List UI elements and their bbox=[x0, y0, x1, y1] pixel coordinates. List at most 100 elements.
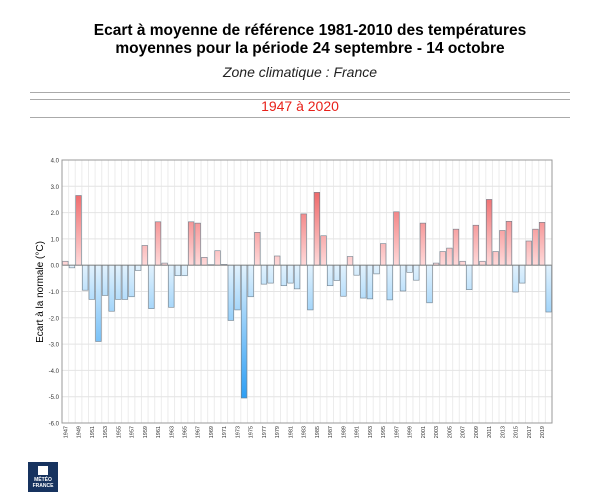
bar-1989 bbox=[340, 264, 347, 297]
x-tick-label: 1981 bbox=[288, 426, 294, 438]
x-tick-label: 1969 bbox=[209, 426, 215, 438]
bar-1977 bbox=[260, 264, 268, 285]
bar-1978 bbox=[267, 264, 274, 284]
bar-1997 bbox=[393, 211, 400, 266]
bar-2014 bbox=[505, 220, 513, 266]
bar-2017 bbox=[525, 240, 532, 266]
bar-2006 bbox=[452, 228, 460, 266]
bar-1953 bbox=[101, 264, 109, 296]
bar-1964 bbox=[174, 264, 181, 277]
bar-1952 bbox=[95, 264, 102, 342]
bar-1957 bbox=[128, 264, 135, 298]
x-tick-label: 1955 bbox=[116, 426, 122, 438]
bar-2019 bbox=[538, 222, 546, 266]
x-tick-label: 2001 bbox=[421, 426, 427, 438]
bar-1987 bbox=[327, 264, 334, 287]
bar-1955 bbox=[115, 264, 122, 300]
bar-1975 bbox=[247, 264, 254, 298]
x-tick-label: 1977 bbox=[262, 426, 268, 438]
y-tick-label: 0.0 bbox=[51, 264, 60, 270]
x-tick-label: 2015 bbox=[514, 426, 520, 438]
bar-1968 bbox=[201, 257, 208, 266]
x-tick-label: 1983 bbox=[302, 426, 308, 438]
x-tick-label: 1989 bbox=[341, 426, 347, 438]
bar-1951 bbox=[88, 264, 95, 300]
bar-1979 bbox=[274, 255, 281, 266]
period-label: 1947 à 2020 bbox=[261, 98, 339, 114]
x-tick-label: 1949 bbox=[77, 426, 83, 438]
x-tick-label: 2005 bbox=[447, 426, 453, 438]
bar-1959 bbox=[141, 245, 148, 266]
bar-1995 bbox=[380, 243, 387, 266]
x-tick-label: 1987 bbox=[328, 426, 334, 438]
x-tick-label: 1951 bbox=[90, 426, 96, 438]
x-tick-label: 2011 bbox=[487, 426, 493, 438]
bar-1984 bbox=[307, 264, 314, 311]
x-tick-label: 1947 bbox=[63, 426, 69, 438]
plot-frame bbox=[61, 159, 553, 424]
y-tick-label: -3.0 bbox=[49, 343, 60, 349]
bar-2012 bbox=[492, 251, 499, 266]
bar-2004 bbox=[439, 251, 446, 266]
bar-1966 bbox=[188, 221, 195, 266]
bar-1994 bbox=[373, 264, 380, 275]
x-tick-label: 1975 bbox=[249, 426, 255, 438]
bar-1993 bbox=[366, 264, 374, 300]
bar-1973 bbox=[234, 264, 241, 311]
bar-1980 bbox=[280, 264, 287, 287]
divider bbox=[30, 99, 570, 100]
bar-2015 bbox=[512, 264, 519, 293]
bar-1990 bbox=[346, 256, 354, 266]
x-tick-label: 1967 bbox=[196, 426, 202, 438]
bar-2016 bbox=[519, 264, 526, 284]
bar-2008 bbox=[466, 264, 473, 290]
bar-1983 bbox=[300, 213, 307, 266]
bar-2002 bbox=[426, 264, 433, 304]
x-tick-label: 1985 bbox=[315, 426, 321, 438]
bar-1954 bbox=[108, 264, 115, 312]
x-tick-label: 2007 bbox=[461, 426, 467, 438]
bar-2007 bbox=[459, 260, 466, 266]
bar-1998 bbox=[399, 264, 407, 292]
x-tick-label: 1973 bbox=[235, 426, 241, 438]
x-tick-label: 1993 bbox=[368, 426, 374, 438]
bar-1974 bbox=[240, 264, 248, 399]
y-tick-label: 3.0 bbox=[51, 185, 60, 191]
y-axis-label: Ecart à la normale (°C) bbox=[35, 241, 46, 343]
zone-subtitle: Zone climatique : France bbox=[222, 64, 378, 80]
bar-2020 bbox=[545, 264, 552, 313]
bar-1992 bbox=[360, 264, 367, 299]
x-tick-label: 1991 bbox=[355, 426, 361, 438]
bar-1976 bbox=[254, 232, 261, 266]
y-tick-label: 1.0 bbox=[51, 237, 60, 243]
x-tick-label: 1979 bbox=[275, 426, 281, 438]
x-tick-label: 2009 bbox=[474, 426, 480, 438]
x-tick-label: 1959 bbox=[143, 426, 149, 438]
y-tick-label: -5.0 bbox=[49, 395, 60, 401]
bar-2011 bbox=[485, 199, 493, 266]
bar-1958 bbox=[135, 264, 142, 271]
x-tick-label: 2017 bbox=[527, 426, 533, 438]
bar-1981 bbox=[287, 264, 294, 284]
x-tick-label: 1965 bbox=[183, 426, 189, 438]
y-tick-label: -4.0 bbox=[49, 369, 60, 375]
chart-title-line2: moyennes pour la période 24 septembre - … bbox=[115, 40, 505, 57]
x-tick-label: 1997 bbox=[394, 426, 400, 438]
x-tick-label: 2003 bbox=[434, 426, 440, 438]
bar-1950 bbox=[82, 264, 89, 291]
x-tick-label: 2013 bbox=[500, 426, 506, 438]
bar-1947 bbox=[62, 260, 69, 266]
bar-1961 bbox=[154, 221, 162, 266]
x-tick-label: 1995 bbox=[381, 426, 387, 438]
bar-1985 bbox=[313, 192, 321, 266]
chart-title-line1: Ecart à moyenne de référence 1981-2010 d… bbox=[93, 22, 527, 39]
x-tick-label: 2019 bbox=[540, 426, 546, 438]
bar-1965 bbox=[181, 264, 188, 277]
divider bbox=[30, 117, 570, 118]
y-tick-label: 4.0 bbox=[51, 159, 60, 165]
bar-2005 bbox=[446, 247, 453, 266]
bar-2000 bbox=[413, 264, 420, 281]
bar-2010 bbox=[479, 260, 486, 266]
bar-1949 bbox=[75, 195, 82, 266]
